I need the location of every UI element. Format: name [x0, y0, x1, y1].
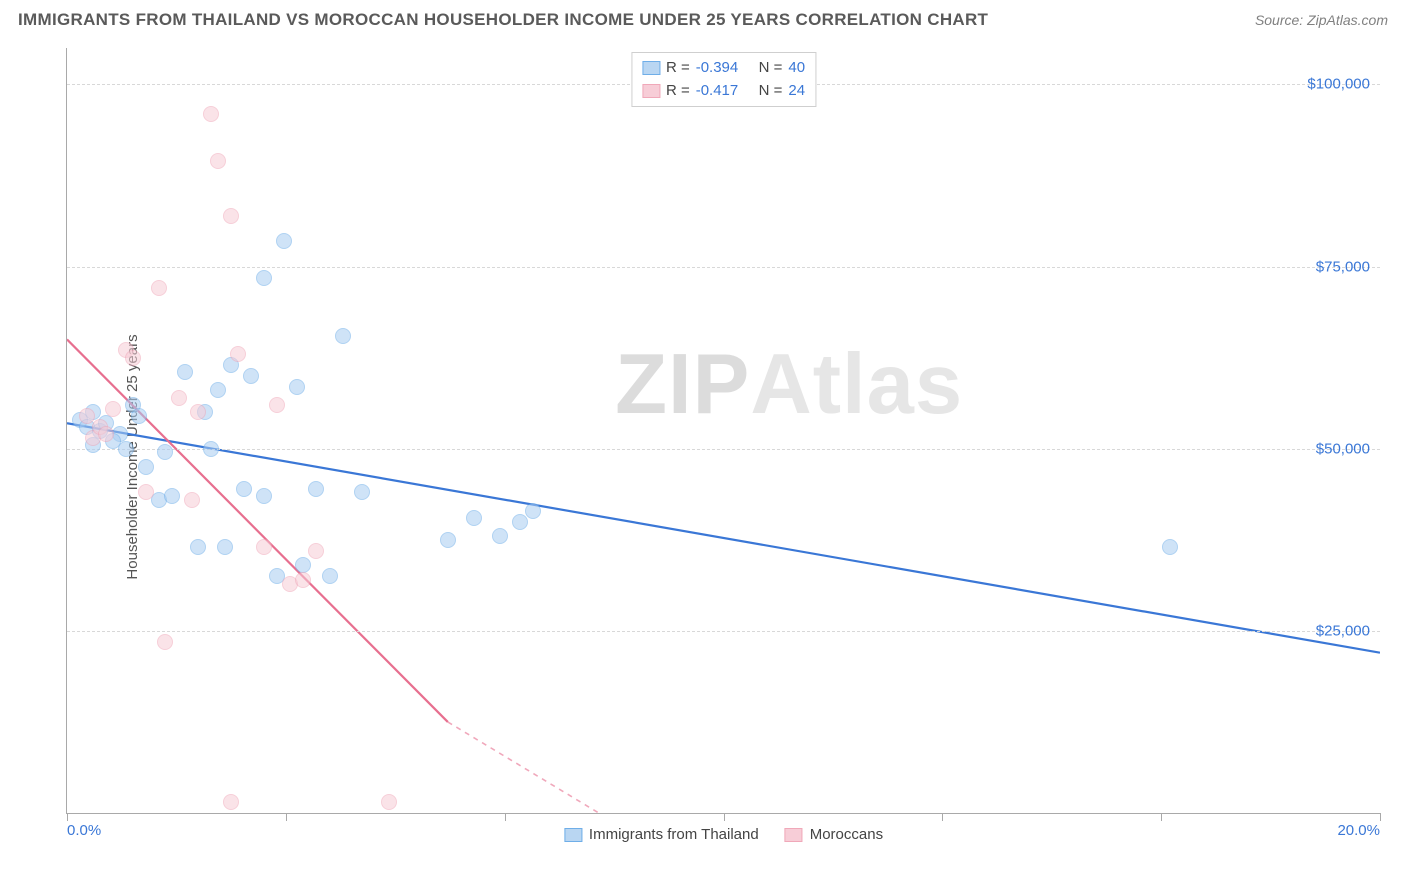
data-point: [105, 401, 121, 417]
data-point: [98, 426, 114, 442]
data-point: [381, 794, 397, 810]
correlation-legend: R = -0.394 N = 40 R = -0.417 N = 24: [631, 52, 816, 107]
header: IMMIGRANTS FROM THAILAND VS MOROCCAN HOU…: [0, 0, 1406, 36]
data-point: [210, 153, 226, 169]
x-tick-mark: [1161, 813, 1162, 821]
trend-lines: [67, 48, 1380, 813]
swatch-pink-icon: [785, 828, 803, 842]
chart-container: Householder Income Under 25 years ZIPAtl…: [18, 42, 1388, 872]
data-point: [1162, 539, 1178, 555]
x-max-label: 20.0%: [1337, 822, 1380, 839]
source-name: ZipAtlas.com: [1307, 12, 1388, 28]
data-point: [295, 572, 311, 588]
legend-row-2: R = -0.417 N = 24: [642, 80, 805, 103]
legend-item-2: Moroccans: [785, 826, 883, 843]
y-tick-label: $50,000: [1316, 440, 1370, 457]
x-min-label: 0.0%: [67, 822, 101, 839]
watermark: ZIPAtlas: [615, 336, 963, 434]
data-point: [322, 568, 338, 584]
data-point: [157, 634, 173, 650]
data-point: [203, 106, 219, 122]
x-tick-mark: [1380, 813, 1381, 821]
y-tick-label: $25,000: [1316, 622, 1370, 639]
data-point: [230, 346, 246, 362]
source-label: Source:: [1255, 12, 1307, 28]
gridline-h: [67, 267, 1380, 268]
data-point: [440, 532, 456, 548]
n-value-1: 40: [788, 57, 805, 80]
data-point: [171, 390, 187, 406]
data-point: [223, 794, 239, 810]
data-point: [138, 484, 154, 500]
data-point: [203, 441, 219, 457]
legend-item-1: Immigrants from Thailand: [564, 826, 759, 843]
data-point: [177, 364, 193, 380]
x-tick-mark: [724, 813, 725, 821]
data-point: [223, 208, 239, 224]
r-value-2: -0.417: [696, 80, 739, 103]
gridline-h: [67, 631, 1380, 632]
y-tick-label: $75,000: [1316, 258, 1370, 275]
swatch-blue-icon: [564, 828, 582, 842]
data-point: [210, 382, 226, 398]
trend-line: [67, 339, 448, 722]
data-point: [492, 528, 508, 544]
data-point: [151, 280, 167, 296]
data-point: [164, 488, 180, 504]
x-tick-mark: [505, 813, 506, 821]
x-tick-mark: [286, 813, 287, 821]
data-point: [138, 459, 154, 475]
x-tick-mark: [67, 813, 68, 821]
data-point: [512, 514, 528, 530]
swatch-blue-icon: [642, 61, 660, 75]
gridline-h: [67, 449, 1380, 450]
data-point: [184, 492, 200, 508]
legend-label-1: Immigrants from Thailand: [589, 826, 759, 843]
r-label: R =: [666, 57, 690, 80]
y-tick-label: $100,000: [1307, 76, 1370, 93]
data-point: [190, 539, 206, 555]
trend-line: [67, 423, 1380, 653]
data-point: [256, 488, 272, 504]
swatch-pink-icon: [642, 84, 660, 98]
watermark-zip: ZIP: [615, 337, 750, 432]
data-point: [276, 233, 292, 249]
data-point: [217, 539, 233, 555]
scatter-plot: ZIPAtlas R = -0.394 N = 40 R = -0.417 N …: [66, 48, 1380, 814]
data-point: [125, 350, 141, 366]
legend-label-2: Moroccans: [810, 826, 883, 843]
data-point: [131, 408, 147, 424]
data-point: [256, 539, 272, 555]
n-value-2: 24: [788, 80, 805, 103]
data-point: [269, 397, 285, 413]
n-label: N =: [759, 57, 783, 80]
x-tick-mark: [942, 813, 943, 821]
chart-title: IMMIGRANTS FROM THAILAND VS MOROCCAN HOU…: [18, 10, 988, 30]
data-point: [243, 368, 259, 384]
watermark-atlas: Atlas: [750, 337, 963, 432]
data-point: [335, 328, 351, 344]
data-point: [236, 481, 252, 497]
data-point: [256, 270, 272, 286]
trend-line-extrapolated: [448, 722, 599, 813]
series-legend: Immigrants from Thailand Moroccans: [564, 826, 883, 843]
data-point: [525, 503, 541, 519]
data-point: [466, 510, 482, 526]
r-label: R =: [666, 80, 690, 103]
data-point: [308, 481, 324, 497]
legend-row-1: R = -0.394 N = 40: [642, 57, 805, 80]
data-point: [308, 543, 324, 559]
r-value-1: -0.394: [696, 57, 739, 80]
data-point: [190, 404, 206, 420]
source-attribution: Source: ZipAtlas.com: [1255, 12, 1388, 28]
data-point: [157, 444, 173, 460]
data-point: [289, 379, 305, 395]
data-point: [354, 484, 370, 500]
n-label: N =: [759, 80, 783, 103]
